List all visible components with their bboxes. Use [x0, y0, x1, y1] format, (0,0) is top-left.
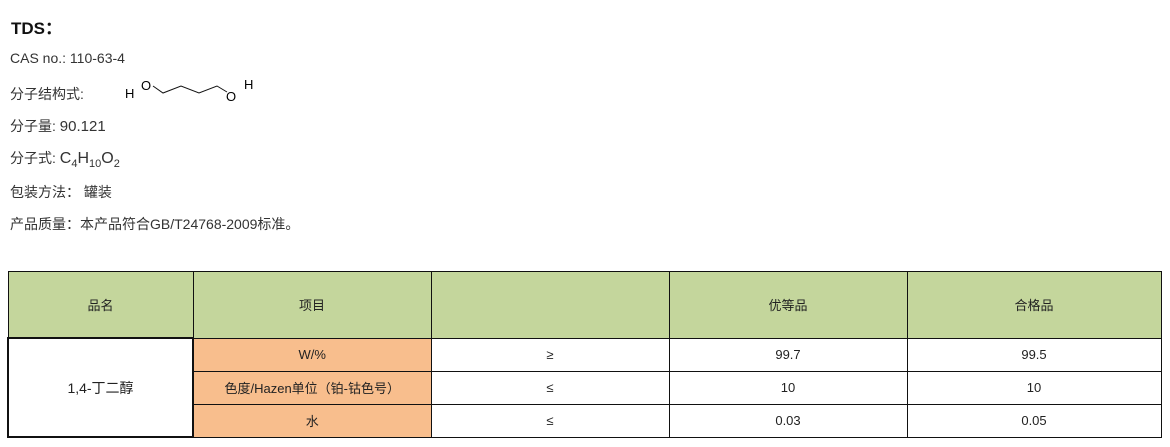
product-name: 1,4-丁二醇 [7, 337, 194, 438]
op-cell: ≥ [430, 337, 670, 372]
structure-diagram: H O O H [125, 77, 253, 104]
table-row: 色度/Hazen单位（铂-钴色号） ≤ 10 10 [8, 370, 1162, 405]
superior-cell: 0.03 [668, 403, 908, 438]
item-cell: 色度/Hazen单位（铂-钴色号） [192, 370, 432, 405]
quality-line: 产品质量：本产品符合GB/T24768-2009标准。 [10, 214, 299, 234]
mw-label: 分子量: [10, 118, 56, 134]
table-row: 水 ≤ 0.03 0.05 [8, 403, 1162, 438]
superior-cell: 99.7 [668, 337, 908, 372]
quality-value: 本产品符合GB/T24768-2009标准。 [80, 216, 300, 232]
item-cell: W/% [192, 337, 432, 372]
header-op [430, 271, 670, 339]
header-item: 项目 [192, 271, 432, 339]
spec-table: 品名 项目 优等品 合格品 1,4-丁二醇 W/% ≥ 99.7 99.5 色度… [7, 271, 1162, 438]
packaging-label: 包装方法： [10, 184, 80, 200]
header-qualified: 合格品 [906, 271, 1162, 339]
qualified-cell: 10 [906, 370, 1162, 405]
mw-line: 分子量: 90.121 [10, 116, 106, 136]
carbon-chain [152, 85, 228, 94]
packaging-line: 包装方法： 罐装 [10, 182, 112, 202]
superior-cell: 10 [668, 370, 908, 405]
formula-line: 分子式: C4H10O2 [10, 148, 120, 170]
atom-h2: H [244, 77, 253, 92]
structure-line: 分子结构式: [10, 84, 84, 104]
table-row: 1,4-丁二醇 W/% ≥ 99.7 99.5 [7, 337, 1162, 438]
cas-value: 110-63-4 [69, 50, 125, 66]
cas-label: CAS no.: [10, 50, 67, 66]
qualified-cell: 99.5 [906, 337, 1162, 372]
header-name: 品名 [7, 271, 194, 339]
atom-h1: H [125, 86, 134, 101]
formula-label: 分子式: [10, 150, 56, 166]
packaging-value: 罐装 [83, 184, 112, 200]
quality-label: 产品质量： [10, 216, 80, 232]
atom-o1: O [141, 78, 151, 93]
atom-o2: O [226, 89, 236, 104]
item-cell: 水 [192, 403, 432, 438]
mw-value: 90.121 [59, 118, 106, 135]
op-cell: ≤ [430, 370, 670, 405]
molecular-formula: C4H10O2 [59, 150, 120, 171]
page-title: TDS： [11, 19, 62, 38]
qualified-cell: 0.05 [906, 403, 1162, 438]
op-cell: ≤ [430, 403, 670, 438]
structure-label: 分子结构式: [10, 86, 84, 102]
cas-line: CAS no.: 110-63-4 [10, 50, 125, 66]
header-row: 品名 项目 优等品 合格品 [7, 271, 1162, 339]
header-superior: 优等品 [668, 271, 908, 339]
